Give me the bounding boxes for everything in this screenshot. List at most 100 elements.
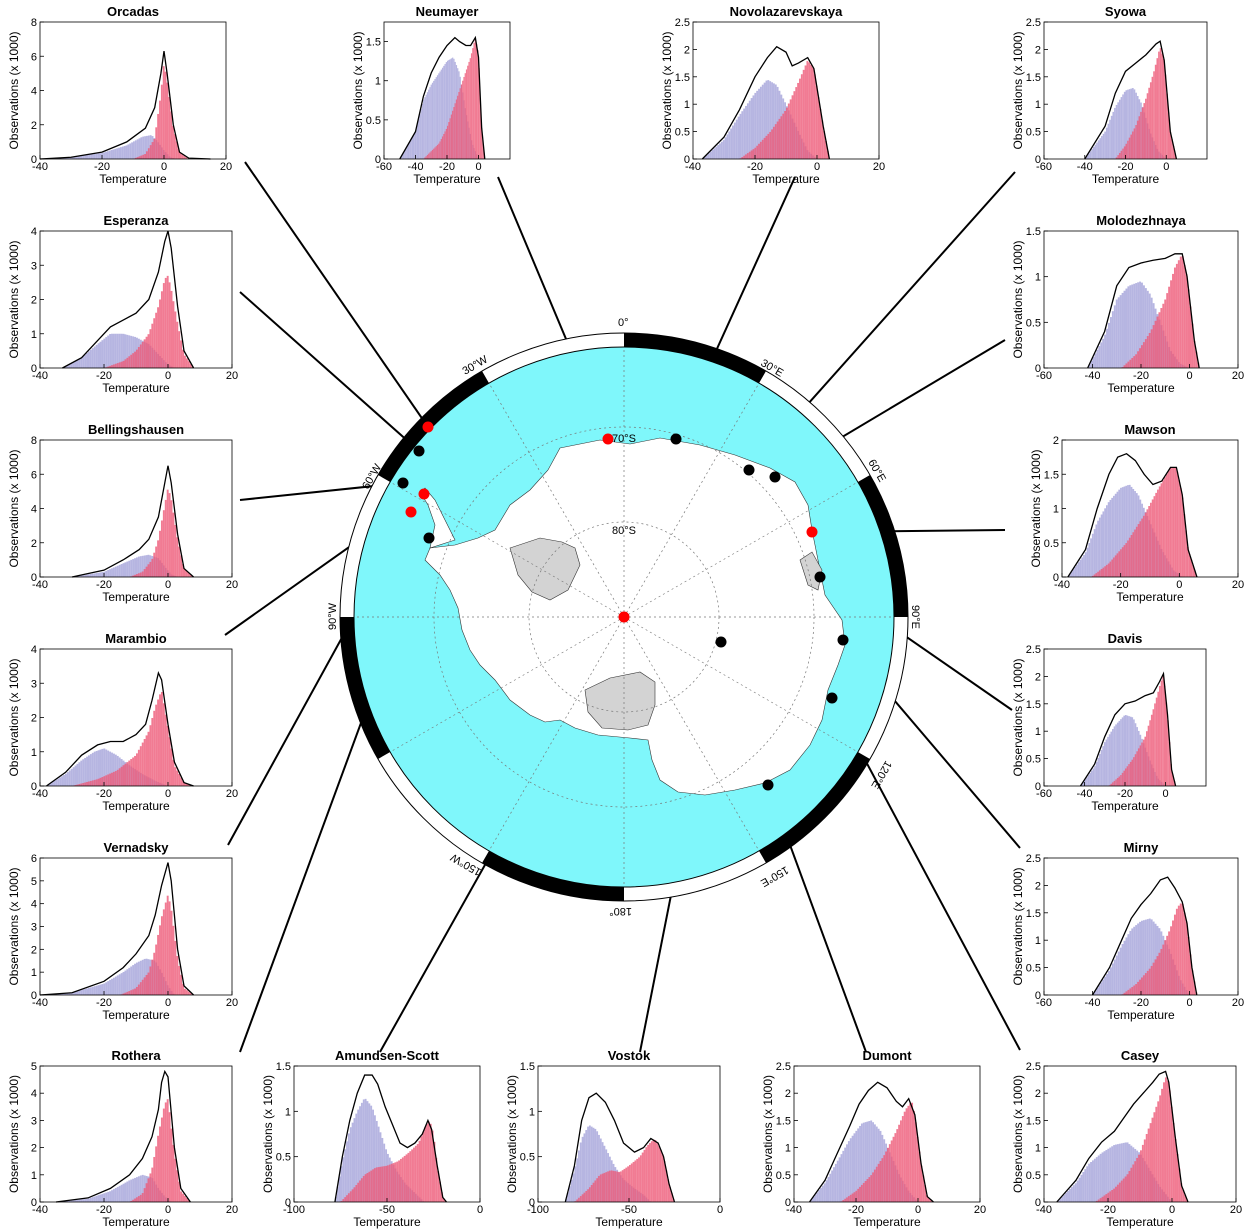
bar-warm xyxy=(126,762,129,786)
bar-warm xyxy=(752,149,755,159)
bar-warm xyxy=(435,1157,438,1202)
bar-cold xyxy=(109,979,112,995)
x-tick-label: 20 xyxy=(226,1204,238,1216)
bar-cold xyxy=(1114,493,1117,577)
bar-cold xyxy=(74,991,77,995)
bar-warm xyxy=(74,785,77,786)
y-tick-label: 1 xyxy=(31,967,37,979)
bar-warm xyxy=(187,361,190,368)
bar-warm xyxy=(128,991,131,995)
bar-cold xyxy=(91,573,94,577)
bar-cold xyxy=(849,1138,852,1202)
bar-warm xyxy=(1147,1128,1150,1202)
bar-warm xyxy=(162,703,165,786)
bar-warm xyxy=(145,974,148,995)
bar-warm xyxy=(1164,477,1166,577)
bar-warm xyxy=(180,1191,183,1202)
bar-cold xyxy=(578,1150,580,1202)
bar-warm xyxy=(890,1140,893,1202)
bar-warm xyxy=(459,88,461,159)
bar-cold xyxy=(78,1199,81,1202)
bar-cold xyxy=(120,973,123,995)
bar-cold xyxy=(114,566,117,577)
bar-warm xyxy=(1126,766,1129,786)
y-axis-label: Observations (x 1000) xyxy=(7,449,21,567)
bar-cold xyxy=(49,783,52,786)
bar-warm xyxy=(1128,764,1130,786)
y-tick-label: 1 xyxy=(1035,99,1041,111)
bar-cold xyxy=(64,773,67,786)
bar-cold xyxy=(823,1183,826,1202)
bar-cold xyxy=(90,154,93,159)
bar-warm xyxy=(143,738,146,786)
bar-cold xyxy=(366,1101,369,1202)
bar-cold xyxy=(128,335,131,368)
bar-warm xyxy=(1145,98,1147,159)
bar-warm xyxy=(1155,697,1158,786)
bar-cold xyxy=(91,348,94,368)
bar-warm xyxy=(929,1199,932,1202)
bar-warm xyxy=(1125,768,1127,786)
y-tick-label: 8 xyxy=(31,17,37,29)
total-line xyxy=(1056,1070,1189,1203)
bar-warm xyxy=(638,1157,640,1202)
bar-cold xyxy=(1074,1183,1077,1202)
y-tick-label: 2 xyxy=(1053,435,1059,447)
bar-cold xyxy=(1096,349,1099,368)
x-axis-label: Temperature xyxy=(853,1215,921,1229)
bar-warm xyxy=(1165,474,1168,577)
chart-title: Vernadsky xyxy=(103,840,169,855)
bar-warm xyxy=(625,1167,628,1202)
bar-cold xyxy=(870,1120,873,1202)
bar-warm xyxy=(370,1170,373,1202)
bar-cold xyxy=(859,1125,861,1202)
bar-warm xyxy=(799,78,801,159)
bar-warm xyxy=(754,147,757,159)
bar-cold xyxy=(344,1149,347,1202)
bar-warm xyxy=(795,87,798,159)
bar-cold xyxy=(1094,353,1097,368)
bar-cold xyxy=(118,1185,121,1202)
bar-warm xyxy=(1190,559,1193,577)
bar-cold xyxy=(1063,1194,1066,1202)
bar-warm xyxy=(162,66,165,159)
bar-warm xyxy=(155,704,158,786)
bar-cold xyxy=(1094,765,1096,786)
bar-cold xyxy=(1113,495,1115,577)
x-tick-label: -20 xyxy=(439,161,455,173)
bar-cold xyxy=(1113,959,1116,995)
bar-cold xyxy=(1095,761,1098,786)
bar-cold xyxy=(342,1157,345,1202)
bar-warm xyxy=(478,68,480,159)
x-axis-label: Temperature xyxy=(99,172,167,186)
meridian-line xyxy=(389,481,625,618)
bar-warm xyxy=(185,783,188,786)
y-tick-label: 2.5 xyxy=(675,17,690,29)
leader-line-orcadas xyxy=(244,161,429,428)
bar-warm xyxy=(477,50,479,159)
bar-warm xyxy=(1130,134,1133,159)
bar-cold xyxy=(82,155,85,159)
bar-warm xyxy=(97,778,100,786)
bar-cold xyxy=(1082,1172,1085,1202)
x-axis-label: Temperature xyxy=(102,1215,170,1229)
bar-cold xyxy=(103,152,106,159)
x-tick-label: -40 xyxy=(32,579,48,591)
bar-warm xyxy=(1166,1080,1169,1202)
bar-warm xyxy=(1147,725,1150,786)
bar-cold xyxy=(1123,715,1125,786)
station-marker-bellingshausen xyxy=(397,477,409,489)
bar-cold xyxy=(1097,1155,1100,1202)
x-tick-label: 0 xyxy=(161,161,167,173)
bar-cold xyxy=(836,1160,839,1202)
bar-warm xyxy=(157,1135,160,1202)
bar-cold xyxy=(1146,919,1149,995)
bar-warm xyxy=(168,901,171,995)
bar-warm xyxy=(1148,506,1150,577)
bar-warm xyxy=(180,555,183,577)
bar-warm xyxy=(868,1177,871,1202)
bar-cold xyxy=(1133,283,1136,368)
bar-warm xyxy=(439,1181,441,1202)
bar-cold xyxy=(88,574,90,577)
bar-warm xyxy=(424,157,426,159)
